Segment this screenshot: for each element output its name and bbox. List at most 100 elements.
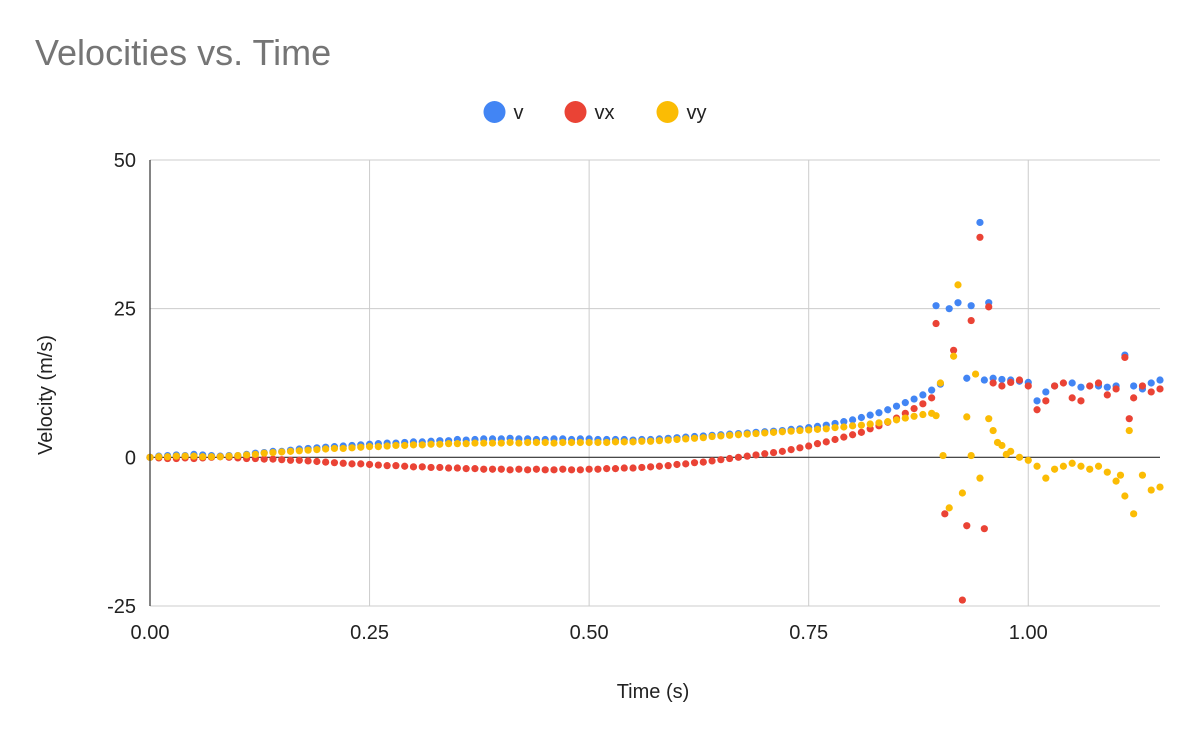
data-point-v: [967, 302, 975, 310]
data-point-vx: [339, 459, 347, 467]
data-point-vx: [594, 465, 602, 473]
x-tick-label: 0.50: [570, 622, 609, 644]
data-point-vx: [717, 456, 725, 464]
data-point-vx: [989, 379, 997, 387]
series-vx: [146, 233, 1164, 604]
data-point-vy: [682, 435, 690, 443]
data-point-vx: [673, 460, 681, 469]
data-point-vy: [734, 431, 743, 439]
data-point-v: [901, 399, 909, 407]
data-point-vx: [963, 522, 971, 530]
data-point-vy: [436, 440, 444, 448]
data-point-vy: [950, 352, 958, 360]
data-point-vy: [585, 438, 593, 447]
data-point-vy: [243, 451, 251, 459]
data-point-vy: [524, 438, 532, 447]
data-point-v: [866, 411, 874, 419]
data-point-vx: [313, 457, 321, 466]
legend-label: vx: [595, 102, 615, 124]
data-point-vy: [910, 412, 918, 420]
legend-marker: [564, 101, 587, 123]
x-axis-label: Time (s): [617, 681, 690, 703]
data-point-vy: [1116, 471, 1125, 479]
data-point-vy: [594, 438, 602, 447]
data-point-vx: [611, 465, 620, 473]
data-point-vx: [488, 465, 497, 473]
data-point-vy: [559, 438, 567, 447]
data-point-vy: [1112, 477, 1120, 485]
data-point-v: [875, 409, 883, 417]
data-point-vx: [769, 448, 778, 457]
data-point-vy: [190, 452, 198, 460]
data-point-vx: [919, 400, 927, 408]
data-point-vy: [690, 434, 699, 442]
data-point-vy: [339, 444, 347, 453]
data-point-vx: [559, 465, 567, 473]
data-point-vx: [647, 463, 655, 471]
data-point-vy: [541, 438, 549, 447]
data-point-v: [1156, 376, 1164, 384]
data-point-vy: [901, 414, 909, 422]
data-point-v: [976, 218, 984, 227]
data-point-vx: [950, 346, 958, 354]
data-point-vx: [752, 451, 760, 459]
legend-label: v: [514, 102, 524, 124]
data-point-vx: [365, 460, 374, 469]
data-point-vx: [690, 459, 699, 467]
data-point-vx: [480, 465, 488, 473]
data-point-vx: [401, 462, 409, 470]
data-point-vx: [734, 453, 743, 461]
data-point-vx: [664, 462, 672, 470]
data-point-vy: [805, 426, 813, 434]
data-point-vx: [638, 463, 646, 472]
data-point-vx: [778, 447, 786, 455]
data-point-vy: [967, 451, 975, 460]
data-point-vy: [357, 443, 365, 451]
data-point-v: [954, 299, 962, 307]
x-tick-label: 0.00: [131, 622, 170, 644]
data-point-vy: [1130, 510, 1138, 518]
data-point-vy: [418, 441, 426, 449]
data-point-v: [919, 391, 927, 399]
data-point-vx: [1094, 379, 1103, 387]
data-point-vy: [857, 421, 865, 429]
data-point-vx: [304, 457, 312, 465]
data-point-vy: [708, 432, 716, 441]
y-axis-ticks: -25 0 25 50: [107, 150, 136, 618]
data-point-vy: [304, 446, 312, 454]
data-point-vy: [726, 431, 734, 439]
data-point-vy: [532, 438, 541, 447]
data-point-vy: [480, 439, 488, 447]
data-point-vy: [1015, 453, 1024, 461]
data-point-vy: [1042, 474, 1050, 482]
data-point-vx: [541, 466, 549, 474]
data-point-vx: [1112, 385, 1120, 393]
data-point-vx: [550, 466, 558, 474]
data-point-vy: [322, 445, 330, 453]
data-point-vx: [436, 463, 444, 472]
data-point-vy: [939, 451, 947, 460]
data-point-v: [1033, 397, 1041, 405]
data-point-vx: [857, 428, 865, 436]
data-point-vx: [743, 452, 751, 460]
data-point-vx: [1138, 382, 1147, 390]
data-point-vy: [567, 438, 576, 447]
data-point-vx: [620, 464, 628, 472]
data-point-vy: [453, 440, 461, 448]
data-point-vx: [603, 465, 611, 473]
data-point-vx: [796, 444, 804, 452]
data-point-vy: [278, 448, 286, 456]
data-point-vy: [717, 432, 725, 440]
x-tick-label: 1.00: [1009, 622, 1048, 644]
legend-item-vx: vx: [564, 101, 615, 124]
data-point-vy: [1051, 465, 1059, 473]
data-point-vy: [620, 438, 628, 446]
data-point-vx: [980, 525, 988, 533]
data-point-vy: [958, 489, 966, 497]
data-point-vx: [585, 465, 593, 473]
data-point-v: [884, 406, 892, 414]
data-point-vy: [919, 410, 927, 419]
data-point-vx: [761, 450, 769, 458]
data-point-vx: [1147, 388, 1155, 396]
